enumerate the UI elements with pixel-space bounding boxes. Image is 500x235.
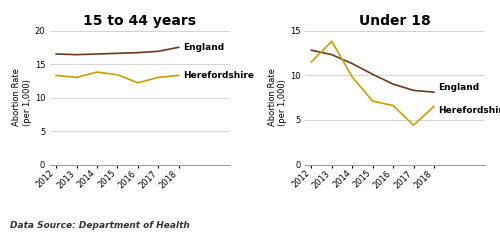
Text: Data Source: Department of Health: Data Source: Department of Health (10, 221, 190, 230)
Y-axis label: Abortion Rate
(per 1,000): Abortion Rate (per 1,000) (268, 69, 287, 126)
Text: Herefordshire: Herefordshire (183, 71, 254, 80)
Y-axis label: Abortion Rate
(per 1,000): Abortion Rate (per 1,000) (12, 69, 32, 126)
Text: England: England (438, 83, 479, 92)
Title: 15 to 44 years: 15 to 44 years (84, 14, 196, 28)
Text: Herefordshire: Herefordshire (438, 106, 500, 115)
Text: England: England (183, 43, 224, 52)
Title: Under 18: Under 18 (359, 14, 431, 28)
